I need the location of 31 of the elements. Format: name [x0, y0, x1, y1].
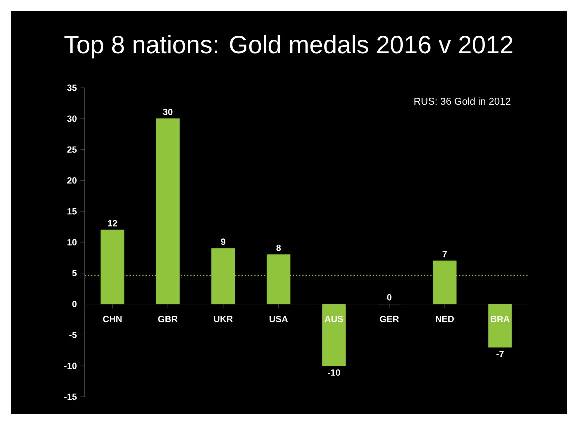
data-label: 0	[387, 294, 392, 301]
data-label: 12	[108, 220, 118, 227]
data-label: 30	[163, 108, 173, 116]
y-tick-label: -10	[64, 362, 77, 370]
bar	[322, 304, 346, 366]
y-tick-label: 10	[68, 239, 77, 246]
x-tick-label: NED	[436, 316, 454, 322]
y-tick-label: 15	[68, 208, 77, 215]
y-tick-label: -15	[64, 394, 77, 400]
x-tick-label: UKR	[214, 316, 234, 322]
data-label: -10	[328, 370, 340, 376]
x-tick-label: CHN	[103, 316, 122, 322]
y-tick-label: 20	[68, 178, 77, 184]
y-tick-label: 30	[67, 116, 77, 122]
chart-title: Top 8 nations: Gold medals 2016 v 2012	[64, 35, 513, 59]
x-tick-label: USA	[270, 316, 288, 322]
data-label: 9	[221, 238, 226, 246]
y-tick-label: 25	[68, 146, 77, 153]
data-label: 8	[276, 244, 282, 252]
y-tick-label: 0	[72, 301, 77, 308]
y-tick-label: 5	[72, 270, 77, 277]
data-label: 7	[442, 251, 448, 258]
annotation: RUS: 36 Gold in 2012	[414, 98, 511, 106]
bar	[488, 304, 512, 348]
x-tick-label: GBR	[158, 316, 178, 322]
data-label: -7	[496, 351, 504, 358]
x-tick-label: BRA	[491, 316, 510, 322]
y-tick-label: 35	[67, 84, 77, 92]
x-tick-label: GER	[380, 316, 400, 322]
y-tick-label: -5	[70, 332, 77, 338]
x-tick-label: AUS	[324, 316, 344, 322]
